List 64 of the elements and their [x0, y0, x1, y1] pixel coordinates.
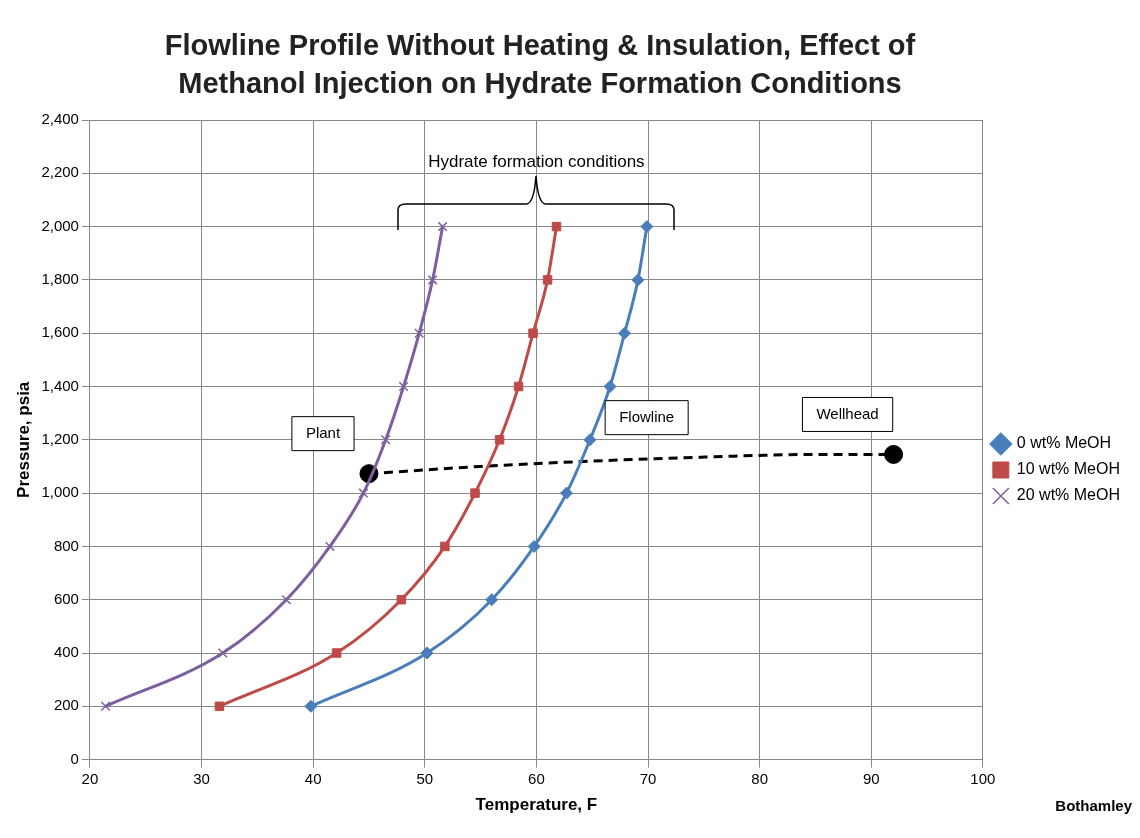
point	[583, 433, 597, 447]
text: Bothamley	[1055, 797, 1132, 814]
point	[528, 328, 538, 338]
y-tick-label: 2,400	[41, 110, 79, 128]
x-axis-title: Temperature, F	[475, 795, 598, 815]
annotation: Flowline	[619, 407, 675, 425]
point	[331, 648, 342, 658]
y-tick-label: 1,800	[41, 270, 79, 288]
x-tick-label: 50	[416, 769, 434, 787]
point	[304, 699, 318, 713]
point	[884, 444, 904, 464]
point	[470, 488, 480, 498]
point	[440, 541, 450, 552]
x-tick-label: 100	[970, 769, 996, 787]
point	[513, 381, 524, 392]
y-tick-label: 1,200	[41, 429, 79, 447]
y-tick-label: 2,000	[41, 216, 79, 234]
point	[420, 646, 434, 660]
point	[560, 486, 574, 500]
chart-title: Flowline Profile Without Heating & Insulation, Effect of Methanol Injection on Hydrate Formation Conditions	[163, 28, 917, 101]
point	[358, 488, 369, 499]
y-tick-label: 1,400	[41, 376, 79, 394]
point	[640, 220, 654, 234]
annotation: Wellhead	[816, 404, 879, 422]
x-tick-label: 30	[193, 769, 210, 787]
y-tick-label: 800	[53, 536, 79, 554]
x-tick-label: 20	[81, 769, 99, 787]
annotation: Hydrate formation conditions	[428, 151, 645, 171]
point	[396, 594, 407, 605]
point	[414, 328, 425, 339]
y-tick-label: 2,200	[41, 163, 79, 181]
point	[324, 541, 335, 552]
point	[618, 326, 632, 340]
point	[281, 594, 292, 605]
y-tick-label: 1,600	[41, 323, 79, 341]
point	[100, 701, 111, 712]
x-tick-label: 60	[528, 769, 545, 787]
x-tick-label: 80	[751, 769, 768, 787]
x-tick-label: 70	[639, 769, 657, 787]
x-tick-label: 40	[304, 769, 322, 787]
legend-label: 10 wt% MeOH	[1016, 460, 1120, 478]
y-tick-label: 200	[53, 696, 79, 714]
point	[527, 539, 541, 553]
x-tick-label: 90	[862, 769, 880, 787]
point	[542, 275, 553, 285]
legend-label: 0 wt% MeOH	[1016, 434, 1112, 452]
point	[631, 273, 645, 287]
point	[494, 435, 505, 445]
point	[398, 381, 409, 392]
point	[214, 701, 225, 712]
legend-label: 20 wt% MeOH	[1016, 486, 1120, 504]
point	[427, 274, 438, 285]
y-axis-title: Pressure, psia	[13, 381, 33, 498]
point	[485, 593, 499, 607]
y-tick-label: 0	[70, 749, 79, 767]
y-tick-label: 400	[53, 643, 79, 661]
point	[380, 434, 391, 445]
annotation: Plant	[305, 423, 341, 441]
y-tick-label: 1,000	[41, 483, 79, 501]
point	[217, 648, 228, 658]
point	[437, 221, 448, 232]
point	[551, 221, 562, 232]
point	[603, 380, 617, 393]
y-tick-label: 600	[53, 589, 79, 607]
